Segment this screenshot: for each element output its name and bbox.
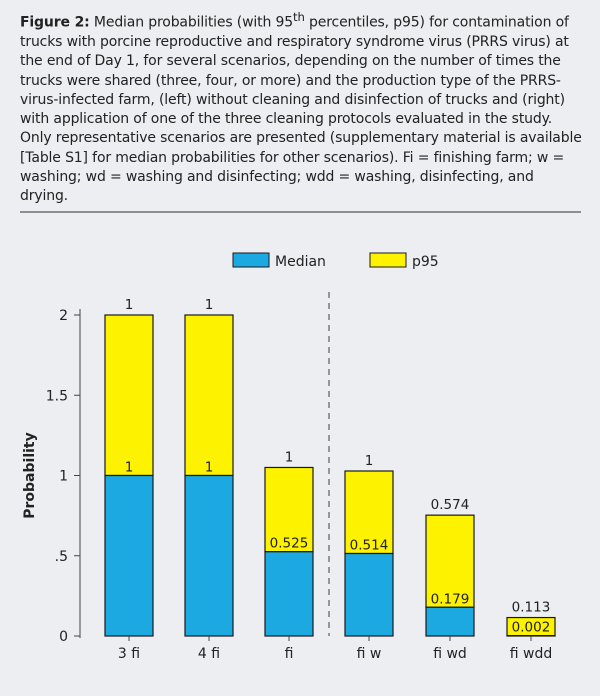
p95-value-label: 1	[125, 297, 134, 313]
y-tick-label: 0	[59, 629, 68, 645]
legend-swatch-median	[232, 252, 270, 268]
bar-median	[104, 474, 154, 637]
x-tick-label: 4 fi	[198, 646, 220, 662]
caption-superscript: th	[293, 10, 305, 24]
legend-label-p95: p95	[412, 254, 439, 270]
bar-median	[264, 551, 314, 637]
bar-p95	[184, 314, 234, 477]
legend-label-median: Median	[275, 254, 326, 270]
y-axis-title: Probability	[22, 432, 38, 519]
bar-median	[344, 552, 394, 637]
stacked-bar-chart: Median p95 0 .5 1 1.5 2 Probability 1 1 3 fi 1 1 4 fi…	[22, 252, 556, 662]
p95-value-label: 1	[285, 449, 294, 465]
bar-p95	[264, 466, 314, 553]
figure-label: Figure 2:	[20, 14, 90, 31]
y-tick-label: 1	[59, 469, 68, 485]
p95-value-label: 1	[205, 297, 214, 313]
median-value-label: 0.179	[431, 591, 470, 607]
bar-p95	[104, 314, 154, 477]
y-tick-label: 1.5	[46, 388, 68, 404]
caption-text-1: Median probabilities (with 95	[89, 14, 294, 31]
p95-value-label: 0.113	[512, 600, 551, 616]
bar-p95	[344, 470, 394, 555]
bar-median	[184, 474, 234, 637]
x-tick-label: fi wd	[433, 646, 467, 662]
x-tick-label: fi w	[357, 646, 382, 662]
median-value-label: 0.525	[270, 536, 309, 552]
caption-divider	[20, 211, 581, 213]
legend-swatch-p95	[369, 252, 407, 268]
y-tick-label: 2	[59, 308, 68, 324]
x-tick-label: fi	[285, 646, 294, 662]
median-value-label: 1	[125, 460, 134, 476]
caption-text-2: percentiles, p95) for contamination of t…	[20, 14, 582, 205]
bar-median	[425, 606, 475, 637]
y-tick-label: .5	[55, 549, 68, 565]
median-value-label: 0.002	[512, 620, 551, 636]
x-tick-label: fi wdd	[510, 646, 553, 662]
p95-value-label: 1	[365, 453, 374, 469]
bar-p95	[425, 514, 475, 608]
figure-caption: Figure 2: Median probabilities (with 95t…	[20, 8, 582, 207]
median-value-label: 1	[205, 460, 214, 476]
median-value-label: 0.514	[350, 538, 389, 554]
x-tick-label: 3 fi	[118, 646, 140, 662]
p95-value-label: 0.574	[431, 497, 470, 513]
